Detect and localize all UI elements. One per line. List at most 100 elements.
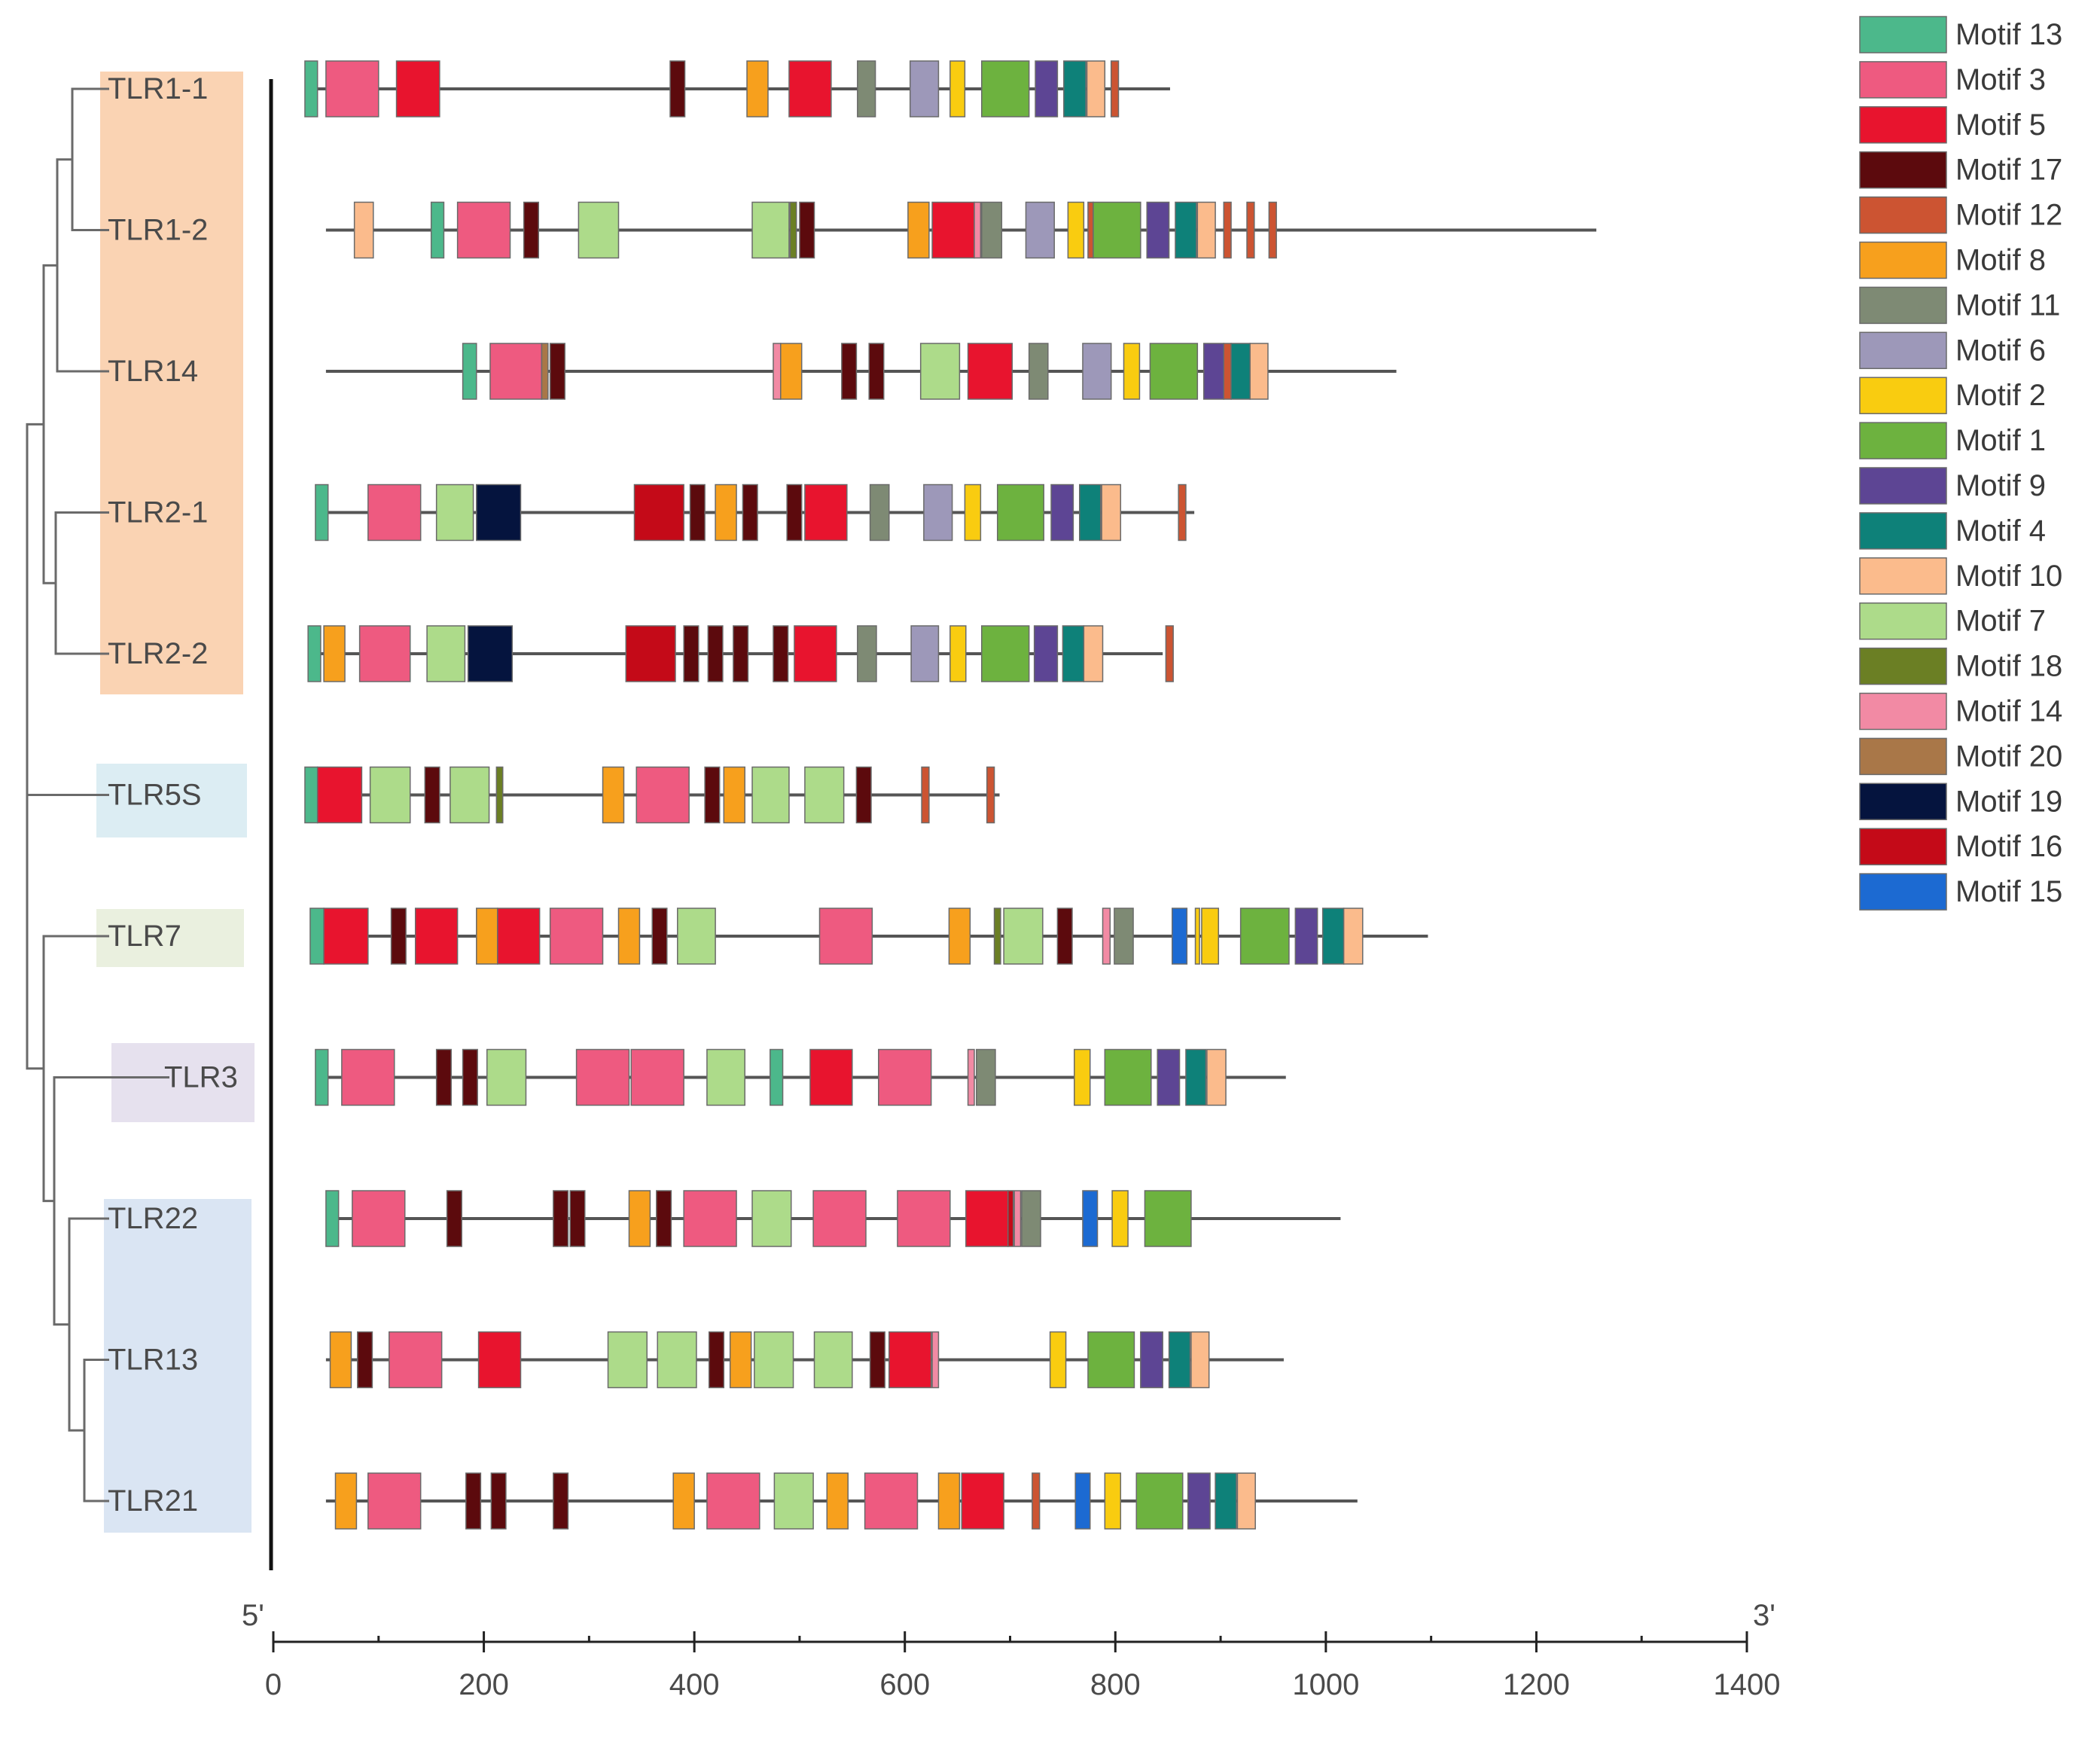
motif-8-box <box>476 908 498 965</box>
legend-swatch <box>1859 16 1947 53</box>
legend-item-motif-5: Motif 5 <box>1859 106 2046 144</box>
motif-12-box <box>1032 1472 1041 1530</box>
legend-item-motif-2: Motif 2 <box>1859 377 2046 414</box>
motif-14-box <box>773 343 782 400</box>
motif-17-box <box>446 1190 462 1247</box>
motif-5-box <box>496 908 541 965</box>
legend-label: Motif 5 <box>1955 108 2046 142</box>
motif-3-box <box>389 1331 443 1389</box>
group-highlight-5 <box>104 1199 251 1533</box>
gene-track-tlr1-1 <box>304 60 1170 117</box>
motif-17-box <box>708 1331 725 1389</box>
motif-17-box <box>490 1472 507 1530</box>
motif-4-box <box>1062 625 1085 682</box>
legend-label: Motif 1 <box>1955 424 2046 457</box>
motif-3-box <box>635 766 690 824</box>
legend-item-motif-18: Motif 18 <box>1859 647 2062 685</box>
legend-swatch <box>1859 422 1947 459</box>
motif-17-box <box>799 201 815 259</box>
motif-8-box <box>323 625 346 682</box>
motif-6-box <box>923 484 953 542</box>
motif-5-box <box>477 1331 522 1389</box>
motif-10-box <box>1196 201 1216 259</box>
motif-3-box <box>812 1190 867 1247</box>
motif-12-box <box>1110 60 1120 117</box>
motif-9-box <box>1035 60 1059 117</box>
motif-3-box <box>456 201 511 259</box>
motif-13-box <box>307 625 322 682</box>
motif-18-box <box>495 766 504 824</box>
legend-label: Motif 18 <box>1955 650 2062 683</box>
motif-3-box <box>683 1190 737 1247</box>
legend-item-motif-13: Motif 13 <box>1859 16 2062 53</box>
motif-6-box <box>909 60 940 117</box>
legend-item-motif-9: Motif 9 <box>1859 467 2046 505</box>
legend-label: Motif 4 <box>1955 514 2046 548</box>
motif-17-box <box>841 343 858 400</box>
motif-5-box <box>323 908 369 965</box>
motif-17-box <box>656 1190 672 1247</box>
legend-label: Motif 9 <box>1955 469 2046 502</box>
motif-19-box <box>467 625 514 682</box>
motif-3-box <box>489 343 543 400</box>
motif-11-box <box>1028 343 1049 400</box>
motif-1-box <box>981 625 1030 682</box>
motif-3-box <box>575 1048 630 1106</box>
motif-17-box <box>523 201 540 259</box>
motif-17-box <box>549 343 565 400</box>
motif-3-box <box>367 1472 422 1530</box>
legend-label: Motif 7 <box>1955 605 2046 638</box>
motif-13-box <box>315 1048 329 1106</box>
motif-17-box <box>704 766 721 824</box>
motif-17-box <box>390 908 407 965</box>
motif-5-box <box>788 60 832 117</box>
gene-track-tlr1-2 <box>325 201 1597 259</box>
motif-3-box <box>878 1048 932 1106</box>
motif-7-box <box>435 484 474 542</box>
motif-3-box <box>706 1472 760 1530</box>
motif-10-box <box>1236 1472 1256 1530</box>
motif-2-box <box>1111 1190 1129 1247</box>
axis-tick-label: 1000 <box>1292 1668 1359 1701</box>
motif-3-box <box>352 1190 406 1247</box>
motif-17-box <box>742 484 758 542</box>
scale-axis: 0 200 400 600 800 1000 1200 1400 5' 3' <box>242 1599 1780 1701</box>
legend-item-motif-7: Motif 7 <box>1859 602 2046 640</box>
gene-label-tlr1-1: TLR1-1 <box>108 72 208 105</box>
motif-17-box <box>786 484 803 542</box>
motif-11-box <box>869 484 890 542</box>
motif-17-box <box>553 1472 569 1530</box>
motif-17-box <box>435 1048 452 1106</box>
axis-3prime-label: 3' <box>1753 1599 1775 1632</box>
motif-14-box <box>1102 908 1111 965</box>
motif-8-box <box>746 60 769 117</box>
motif-12-box <box>921 766 930 824</box>
legend-swatch <box>1859 647 1947 685</box>
legend-item-motif-15: Motif 15 <box>1859 873 2062 911</box>
group-highlight-1 <box>100 72 243 694</box>
motif-6-box <box>1082 343 1112 400</box>
motif-17-box <box>465 1472 482 1530</box>
motif-7-box <box>751 766 790 824</box>
motif-7-box <box>804 766 845 824</box>
gene-track-tlr13 <box>325 1331 1284 1389</box>
motif-5-box <box>794 625 837 682</box>
motif-11-box <box>981 201 1003 259</box>
motif-8-box <box>628 1190 651 1247</box>
legend-swatch <box>1859 196 1947 234</box>
motif-3-box <box>897 1190 951 1247</box>
motif-10-box <box>353 201 374 259</box>
motif-16-box <box>625 625 676 682</box>
motif-5-box <box>931 201 975 259</box>
gene-tracks <box>304 60 1597 1530</box>
legend-swatch <box>1859 61 1947 99</box>
legend-swatch <box>1859 828 1947 865</box>
legend-item-motif-20: Motif 20 <box>1859 737 2062 776</box>
motif-13-box <box>430 201 445 259</box>
motif-14-box <box>1013 1190 1022 1247</box>
legend-swatch <box>1859 467 1947 505</box>
motif-17-box <box>733 625 749 682</box>
legend-label: Motif 13 <box>1955 18 2062 51</box>
motif-15-box <box>1074 1472 1091 1530</box>
